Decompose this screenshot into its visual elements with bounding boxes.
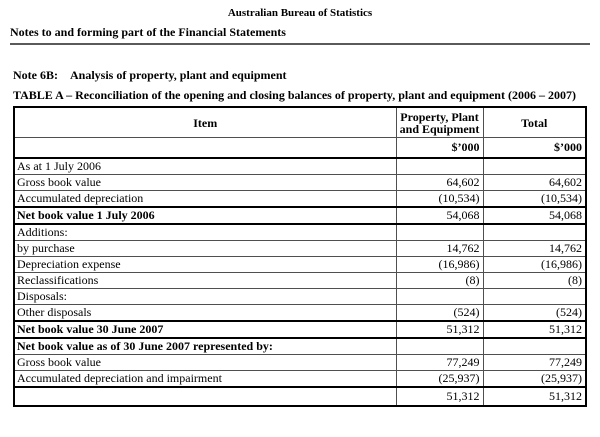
row-label-cell: by purchase	[13, 240, 397, 257]
table-row: by purchase 14,762 14,762	[13, 240, 587, 257]
unit-row: $’000 $’000	[13, 137, 587, 159]
table-body: As at 1 July 2006 Gross book value 64,602 6…	[13, 157, 587, 407]
row-total-value-cell	[482, 337, 587, 355]
table-caption: TABLE A – Reconciliation of the opening …	[13, 88, 576, 102]
row-ppe-value-cell: 77,249	[395, 354, 484, 371]
row-total-value-cell: 77,249	[482, 354, 587, 371]
table-header-row: Item Property, Plant and Equipment Total	[13, 106, 587, 138]
row-label-cell: Depreciation expense	[13, 256, 397, 273]
table-row: Depreciation expense (16,986) (16,986)	[13, 256, 587, 273]
row-ppe-value-cell: (524)	[395, 304, 484, 322]
table-row: Additions:	[13, 223, 587, 241]
row-total-value-cell: 64,602	[482, 174, 587, 191]
row-label-cell: Accumulated depreciation and impairment	[13, 370, 397, 388]
column-header-total: Total	[482, 106, 587, 138]
row-label-cell: Gross book value	[13, 354, 397, 371]
table-row: Other disposals (524) (524)	[13, 304, 587, 322]
row-ppe-value-cell: (16,986)	[395, 256, 484, 273]
unit-empty-cell	[13, 137, 397, 159]
row-total-value-cell: 51,312	[482, 386, 587, 407]
row-ppe-value-cell: 64,602	[395, 174, 484, 191]
unit-cell-ppe: $’000	[395, 137, 484, 159]
financial-table: Item Property, Plant and Equipment Total…	[13, 106, 587, 407]
row-ppe-value-cell	[395, 157, 484, 175]
row-total-value-cell	[482, 157, 587, 175]
table-row: 51,312 51,312	[13, 386, 587, 407]
doc-title: Notes to and forming part of the Financi…	[10, 26, 590, 45]
unit-cell-total: $’000	[482, 137, 587, 159]
row-label-cell: Additions:	[13, 223, 397, 241]
table-row: As at 1 July 2006	[13, 157, 587, 175]
table-row: Disposals:	[13, 288, 587, 305]
note-heading: Note 6B: Analysis of property, plant and …	[13, 69, 600, 82]
row-total-value-cell: (8)	[482, 272, 587, 289]
page-title: Australian Bureau of Statistics	[227, 7, 373, 19]
doc-title-text: Notes to and forming part of the Financi…	[10, 25, 286, 39]
row-label-cell: Disposals:	[13, 288, 397, 305]
column-header-item: Item	[13, 106, 397, 138]
row-ppe-value-cell: 54,068	[395, 206, 484, 225]
row-total-value-cell: 14,762	[482, 240, 587, 257]
row-label-cell: Accumulated depreciation	[13, 190, 397, 208]
row-total-value-cell: (25,937)	[482, 370, 587, 388]
table-row: Reclassifications (8) (8)	[13, 272, 587, 289]
row-total-value-cell: 51,312	[482, 320, 587, 339]
table-row: Gross book value 77,249 77,249	[13, 354, 587, 371]
row-ppe-value-cell: (25,937)	[395, 370, 484, 388]
row-ppe-value-cell: (10,534)	[395, 190, 484, 208]
row-label-cell: As at 1 July 2006	[13, 157, 397, 175]
row-label-cell: Other disposals	[13, 304, 397, 322]
table-row: Net book value as of 30 June 2007 repres…	[13, 337, 587, 355]
document-page: Australian Bureau of Statistics Notes to…	[10, 7, 600, 407]
row-label-cell: Net book value as of 30 June 2007 repres…	[13, 337, 397, 355]
row-ppe-value-cell: 14,762	[395, 240, 484, 257]
table-row: Accumulated depreciation (10,534) (10,534)	[13, 190, 587, 208]
row-ppe-value-cell: (8)	[395, 272, 484, 289]
table-row: Net book value 30 June 2007 51,312 51,312	[13, 320, 587, 339]
row-total-value-cell	[482, 223, 587, 241]
table-row: Accumulated depreciation and impairment(…	[13, 370, 587, 388]
row-label-cell: Net book value 1 July 2006	[13, 206, 397, 225]
row-ppe-value-cell	[395, 288, 484, 305]
table-row: Gross book value 64,602 64,602	[13, 174, 587, 191]
note-title: Analysis of property, plant and equipmen…	[70, 68, 287, 82]
row-total-value-cell	[482, 288, 587, 305]
row-ppe-value-cell: 51,312	[395, 320, 484, 339]
row-ppe-value-cell	[395, 223, 484, 241]
row-ppe-value-cell	[395, 337, 484, 355]
row-ppe-value-cell: 51,312	[395, 386, 484, 407]
row-total-value-cell: (10,534)	[482, 190, 587, 208]
row-label-cell: Gross book value	[13, 174, 397, 191]
row-label-cell: Reclassifications	[13, 272, 397, 289]
row-total-value-cell: (524)	[482, 304, 587, 322]
note-label: Note 6B:	[13, 68, 58, 82]
column-header-property-plant-equipment: Property, Plant and Equipment	[395, 106, 484, 138]
row-total-value-cell: (16,986)	[482, 256, 587, 273]
row-total-value-cell: 54,068	[482, 206, 587, 225]
table-row: Net book value 1 July 2006 54,068 54,068	[13, 206, 587, 225]
row-label-cell	[13, 386, 397, 407]
row-label-cell: Net book value 30 June 2007	[13, 320, 397, 339]
